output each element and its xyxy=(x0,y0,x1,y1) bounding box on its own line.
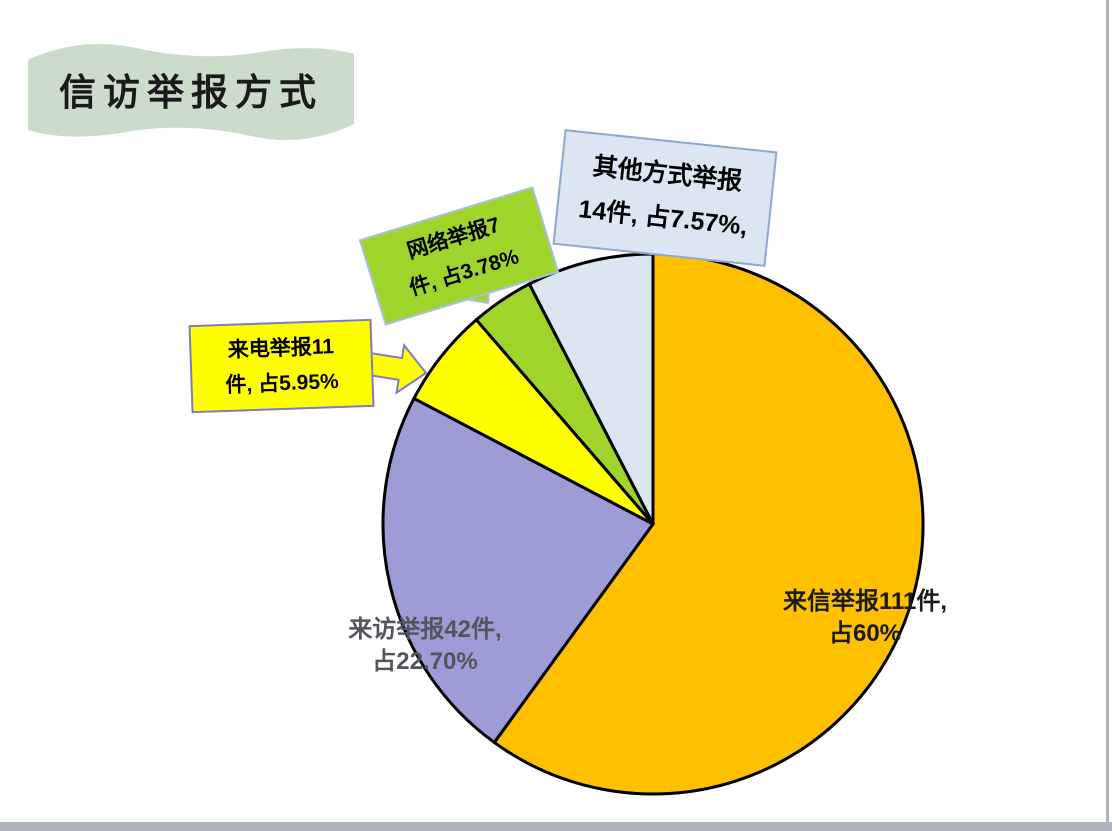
slice-label-visit-line1: 来访举报42件, xyxy=(348,616,502,643)
title-banner xyxy=(28,44,354,140)
pie-slice-visit xyxy=(381,396,656,745)
window-right-edge xyxy=(1106,0,1109,831)
phone-callout-box: 来电举报11 件, 占5.95% xyxy=(188,318,375,414)
window-bottom-edge xyxy=(0,822,1112,831)
slice-label-letter-line2: 占60% xyxy=(828,620,902,647)
phone-callout-line2: 件, 占5.95% xyxy=(225,370,340,397)
slice-label-visit-line2: 占22.70% xyxy=(372,648,478,675)
other-callout-box: 其他方式举报 14件, 占7.57%, xyxy=(552,129,778,267)
pie-slice-letter xyxy=(492,252,925,796)
slice-label-visit: 来访举报42件, 占22.70% xyxy=(300,614,550,678)
slice-label-letter-line1: 来信举报111件, xyxy=(782,588,948,615)
wave-banner-shape xyxy=(28,44,354,140)
page-title: 信访举报方式 xyxy=(59,73,323,114)
slice-label-letter: 来信举报111件, 占60% xyxy=(710,586,1020,650)
